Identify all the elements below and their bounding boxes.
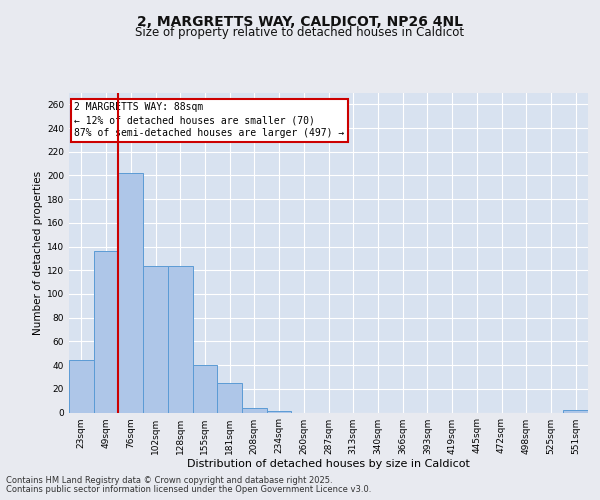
Text: Size of property relative to detached houses in Caldicot: Size of property relative to detached ho… bbox=[136, 26, 464, 39]
Bar bbox=[94, 252, 118, 412]
Bar bbox=[217, 383, 242, 412]
Text: Contains public sector information licensed under the Open Government Licence v3: Contains public sector information licen… bbox=[6, 485, 371, 494]
Bar bbox=[118, 173, 143, 412]
Bar bbox=[168, 266, 193, 412]
Text: Contains HM Land Registry data © Crown copyright and database right 2025.: Contains HM Land Registry data © Crown c… bbox=[6, 476, 332, 485]
Text: 2, MARGRETTS WAY, CALDICOT, NP26 4NL: 2, MARGRETTS WAY, CALDICOT, NP26 4NL bbox=[137, 15, 463, 29]
Bar bbox=[69, 360, 94, 412]
Bar bbox=[193, 365, 217, 412]
Bar bbox=[143, 266, 168, 412]
Bar bbox=[563, 410, 588, 412]
Bar bbox=[242, 408, 267, 412]
Text: 2 MARGRETTS WAY: 88sqm
← 12% of detached houses are smaller (70)
87% of semi-det: 2 MARGRETTS WAY: 88sqm ← 12% of detached… bbox=[74, 102, 344, 139]
Y-axis label: Number of detached properties: Number of detached properties bbox=[33, 170, 43, 334]
X-axis label: Distribution of detached houses by size in Caldicot: Distribution of detached houses by size … bbox=[187, 460, 470, 469]
